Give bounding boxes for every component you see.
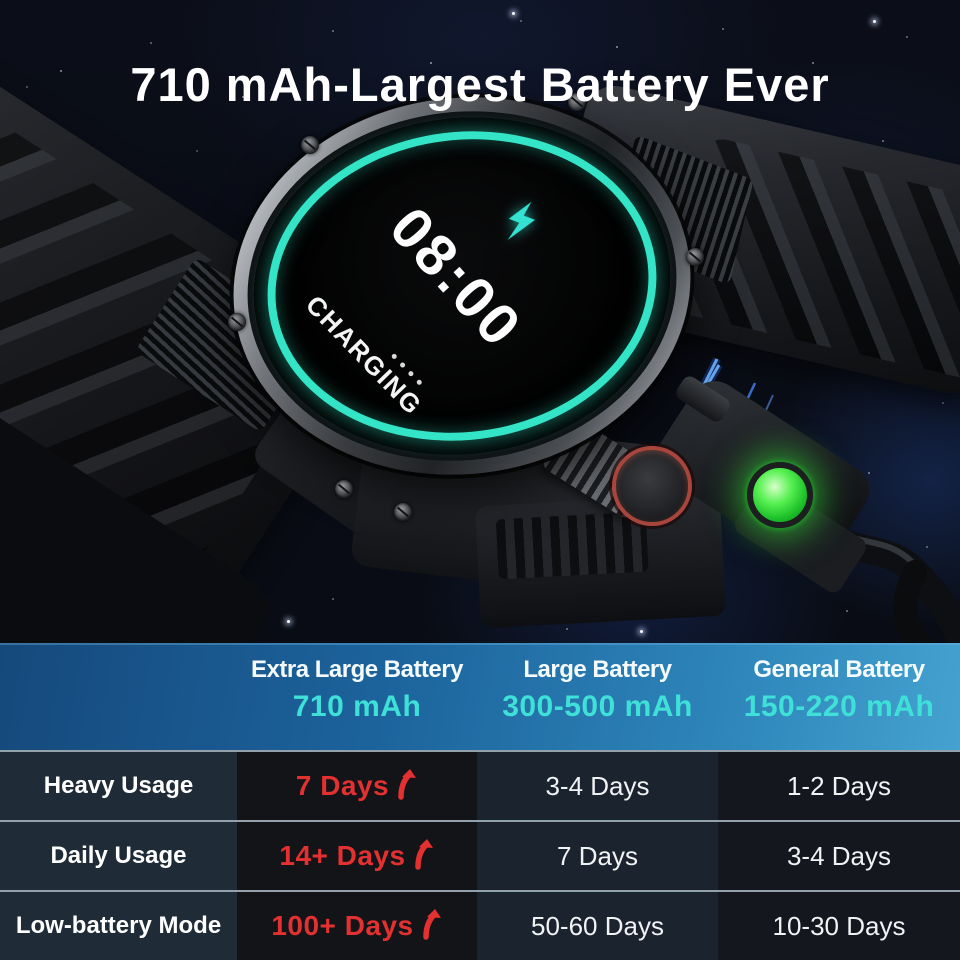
row-label: Low-battery Mode	[0, 892, 237, 960]
charging-led	[747, 462, 813, 528]
cell-large: 50-60 Days	[477, 892, 718, 960]
cell-general: 10-30 Days	[718, 892, 960, 960]
bezel-screw	[568, 93, 586, 111]
table-row: Daily Usage 14+ Days 7 Days 3-4 Days	[0, 820, 960, 890]
column-capacity: 710 mAh	[292, 690, 422, 723]
cell-large: 7 Days	[477, 822, 718, 890]
bezel-screw	[228, 313, 246, 331]
battery-table-rows: Heavy Usage 7 Days 3-4 Days 1-2 Days Dai…	[0, 750, 960, 960]
header-large-battery: Large Battery 300-500 mAh	[477, 643, 718, 750]
bezel-screw	[394, 503, 412, 521]
trend-up-arrow-icon	[398, 769, 417, 800]
crown-red-button	[612, 446, 692, 526]
table-row: Low-battery Mode 100+ Days 50-60 Days 10…	[0, 890, 960, 960]
column-capacity: 300-500 mAh	[502, 690, 693, 723]
highlight-value: 100+ Days	[271, 910, 414, 941]
bezel-screw	[301, 136, 319, 154]
column-label: General Battery	[753, 656, 925, 683]
column-label: Extra Large Battery	[251, 656, 463, 683]
row-label: Daily Usage	[0, 822, 237, 890]
cell-extra-large: 100+ Days	[237, 892, 477, 960]
header-extra-large-battery: Extra Large Battery 710 mAh	[237, 643, 477, 750]
trend-up-arrow-icon	[422, 909, 441, 940]
bright-star	[640, 630, 643, 633]
battery-table-header: Extra Large Battery 710 mAh Large Batter…	[0, 643, 960, 750]
watch-bezel: 08:00 CHARGING	[211, 71, 713, 501]
cell-general: 3-4 Days	[718, 822, 960, 890]
trend-up-arrow-icon	[414, 839, 433, 870]
bezel-screw	[335, 480, 353, 498]
cell-extra-large: 14+ Days	[237, 822, 477, 890]
cell-general: 1-2 Days	[718, 752, 960, 820]
column-capacity: 150-220 mAh	[743, 690, 935, 723]
bezel-screw	[686, 248, 704, 266]
page-title: 710 mAh-Largest Battery Ever	[130, 58, 830, 112]
table-row: Heavy Usage 7 Days 3-4 Days 1-2 Days	[0, 750, 960, 820]
header-general-battery: General Battery 150-220 mAh	[718, 643, 960, 750]
watch-face: 08:00 CHARGING	[234, 93, 690, 479]
cell-extra-large: 7 Days	[237, 752, 477, 820]
column-label: Large Battery	[523, 656, 672, 683]
row-label: Heavy Usage	[0, 752, 237, 820]
bright-star	[287, 620, 290, 623]
bright-star	[873, 20, 876, 23]
highlight-value: 7 Days	[295, 770, 390, 801]
cell-large: 3-4 Days	[477, 752, 718, 820]
highlight-value: 14+ Days	[279, 840, 406, 871]
lightning-bolt-icon	[507, 201, 535, 240]
bright-star	[512, 12, 515, 15]
